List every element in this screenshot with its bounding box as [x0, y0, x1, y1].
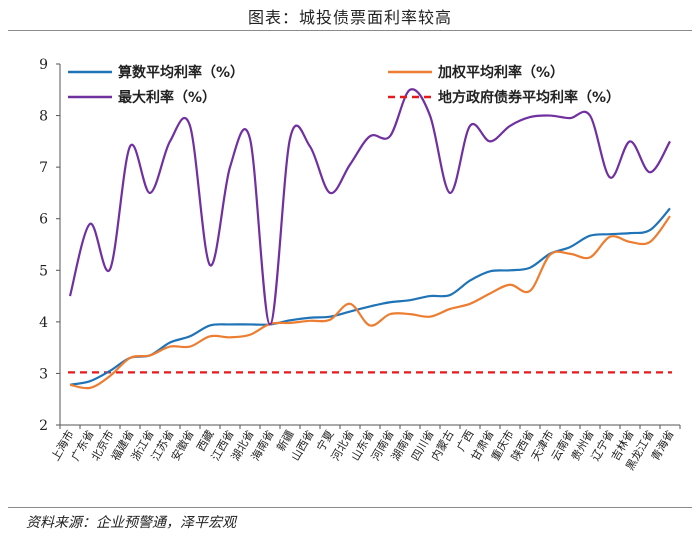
chart-axes: 23456789上海市广东省北京市福建省浙江省江苏省安徽省西藏江西省湖北省海南省… — [39, 57, 681, 473]
y-tick-label: 8 — [39, 109, 48, 125]
line-chart: 23456789上海市广东省北京市福建省浙江省江苏省安徽省西藏江西省湖北省海南省… — [39, 57, 681, 473]
y-tick-label: 3 — [39, 366, 48, 382]
y-tick-label: 5 — [39, 263, 48, 279]
legend-label: 最大利率（%） — [118, 89, 216, 106]
y-tick-label: 6 — [39, 212, 48, 228]
y-tick-label: 2 — [39, 418, 48, 434]
legend-label: 算数平均利率（%） — [118, 64, 244, 81]
series-line-max — [68, 88, 671, 326]
y-tick-label: 9 — [39, 57, 48, 73]
series-line-weighted — [69, 215, 671, 390]
source-note: 资料来源：企业预警通，泽平宏观 — [26, 515, 236, 531]
source-divider — [8, 507, 692, 508]
series-lines — [68, 88, 672, 390]
chart-title: 图表：城投债票面利率较高 — [247, 8, 452, 27]
legend-label: 加权平均利率（%） — [437, 64, 564, 81]
legend-label: 地方政府债券平均利率（%） — [438, 89, 620, 106]
series-line-avg — [69, 207, 671, 386]
y-tick-label: 7 — [39, 160, 48, 176]
y-tick-label: 4 — [39, 315, 48, 331]
title-divider — [8, 30, 692, 31]
chart-legend: 算数平均利率（%） 加权平均利率（%） 最大利率（%） 地方政府债券平均利率（%） — [68, 64, 620, 106]
